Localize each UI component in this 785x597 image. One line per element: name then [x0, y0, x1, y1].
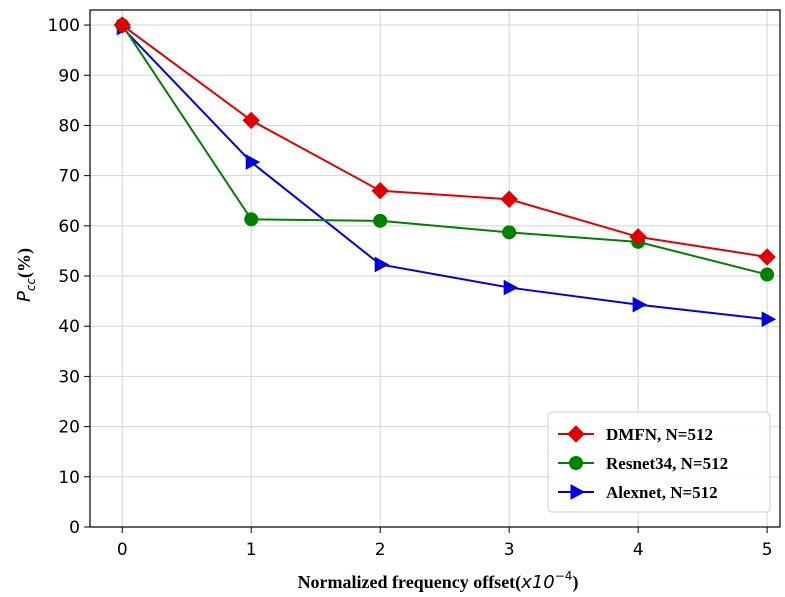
ticks: 0 10 20 30 40 50 60 70 80 90 100 0 1 2 3 4 5 — [48, 16, 773, 560]
legend-marker — [570, 484, 586, 500]
x-axis-title-prefix: Normalized frequency offset( — [298, 572, 522, 593]
data-point — [632, 296, 648, 313]
data-point — [758, 248, 776, 266]
x-tick-label: 1 — [246, 540, 257, 560]
plot-frame — [89, 9, 781, 528]
y-tick-label: 70 — [58, 167, 80, 187]
legend-item: Alexnet, N=512 — [558, 483, 718, 502]
series-line — [121, 26, 768, 321]
series-0 — [113, 16, 776, 266]
data-point — [503, 279, 519, 296]
x-tick-label: 4 — [633, 540, 644, 560]
data-point — [373, 213, 388, 228]
y-tick-label: 100 — [48, 16, 80, 36]
y-tick-label: 40 — [58, 317, 80, 337]
series-line — [121, 24, 768, 276]
y-axis-title-sub: cc — [24, 278, 38, 292]
legend-marker — [569, 456, 583, 470]
y-tick-label: 10 — [58, 468, 80, 488]
series-line — [121, 24, 768, 258]
data-point — [500, 190, 518, 208]
data-point — [244, 212, 259, 227]
y-tick-label: 80 — [58, 116, 80, 136]
y-tick-label: 30 — [58, 367, 80, 387]
y-axis-title: Pcc(%) — [14, 248, 38, 302]
y-axis-title-suffix: (%) — [14, 248, 35, 278]
x-tick-label: 2 — [375, 540, 386, 560]
y-axis-title-main: P — [14, 291, 35, 302]
data-point — [371, 181, 389, 200]
x-axis-title-math: x10 — [520, 572, 555, 593]
series-2 — [116, 19, 777, 328]
y-tick-label: 60 — [58, 217, 80, 237]
x-axis-title: Normalized frequency offset(x10−4) — [298, 569, 579, 593]
legend-label: Alexnet, N=512 — [606, 483, 718, 502]
x-tick-label: 5 — [762, 540, 773, 560]
legend-item: DMFN, N=512 — [558, 425, 713, 444]
x-tick-label: 3 — [504, 540, 515, 560]
legend-marker — [567, 425, 585, 443]
legend-item: Resnet34, N=512 — [558, 454, 728, 473]
data-point — [502, 225, 517, 240]
data-point — [242, 111, 260, 130]
y-tick-label: 90 — [58, 66, 80, 86]
data-point — [629, 228, 647, 246]
legend-label: Resnet34, N=512 — [606, 454, 728, 473]
data-point — [760, 267, 775, 282]
y-tick-label: 0 — [69, 518, 80, 538]
x-tick-label: 0 — [117, 540, 128, 560]
data-point — [374, 256, 390, 273]
y-tick-label: 50 — [58, 267, 80, 287]
legend-label: DMFN, N=512 — [606, 425, 713, 444]
x-axis-title-suffix: ) — [572, 572, 578, 593]
y-tick-label: 20 — [58, 418, 80, 438]
data-point — [245, 154, 261, 170]
data-point — [761, 311, 777, 328]
x-axis-title-exponent: −4 — [555, 569, 573, 583]
legend-box — [547, 411, 771, 513]
data-point — [113, 16, 131, 34]
legend: DMFN, N=512 Resnet34, N=512 Alexnet, N=512 — [547, 411, 771, 513]
series-layer — [113, 16, 777, 328]
